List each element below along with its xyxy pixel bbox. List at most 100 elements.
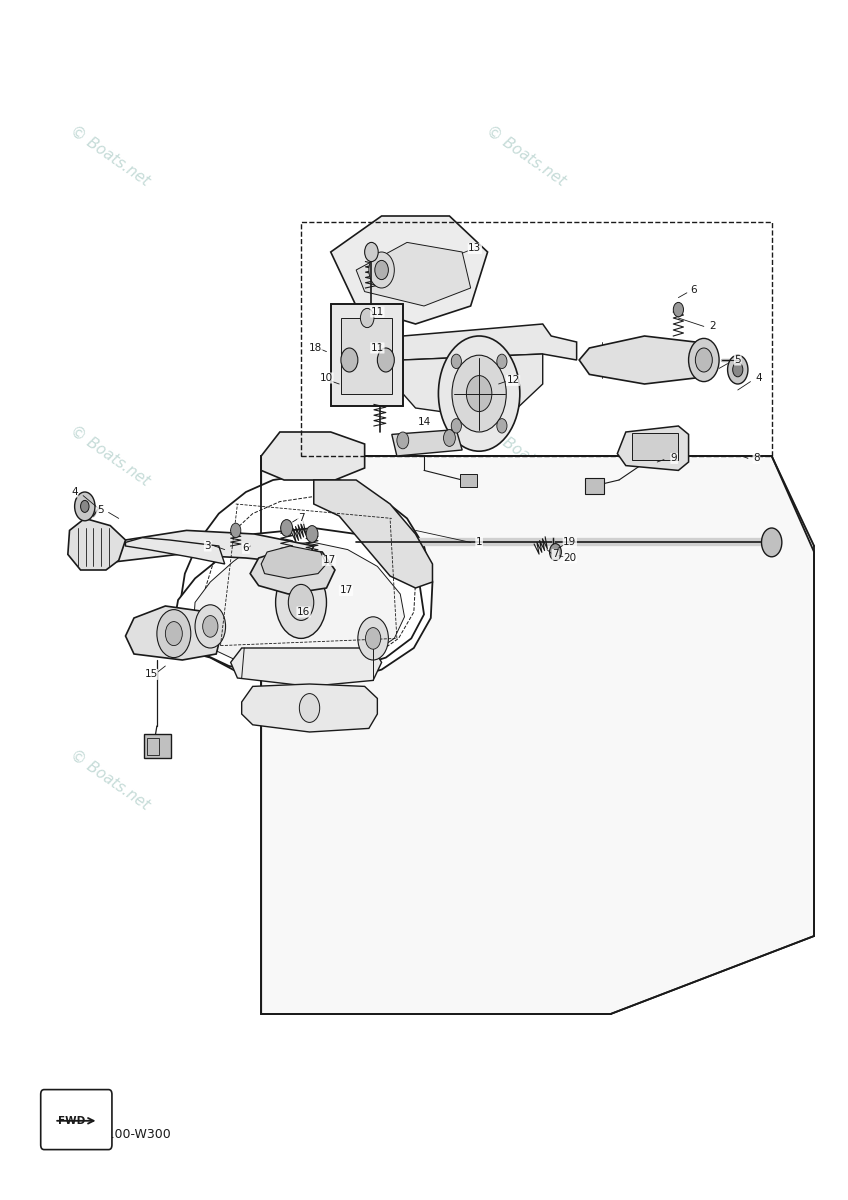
Text: © Boats.net: © Boats.net [68,124,153,188]
Text: 1: 1 [476,538,483,547]
Text: FWD: FWD [59,1116,86,1126]
Polygon shape [460,474,477,487]
FancyBboxPatch shape [41,1090,112,1150]
Circle shape [438,336,520,451]
Polygon shape [261,432,365,480]
Circle shape [231,523,241,538]
Polygon shape [174,528,424,674]
Text: © Boats.net: © Boats.net [68,748,153,812]
Text: 4: 4 [71,487,78,497]
Circle shape [360,308,374,328]
Text: 19: 19 [563,538,577,547]
Polygon shape [392,430,462,456]
Text: 8: 8 [753,454,760,463]
Circle shape [365,628,381,649]
Text: 20: 20 [563,553,577,563]
Circle shape [397,432,409,449]
Circle shape [306,526,318,542]
Circle shape [497,419,507,433]
Text: 4: 4 [756,373,762,383]
Text: 18: 18 [309,343,322,353]
Bar [341,318,392,394]
Text: 3: 3 [204,541,211,551]
Circle shape [451,354,461,368]
Text: 17: 17 [339,586,353,595]
Bar [147,738,159,755]
Polygon shape [242,684,377,732]
Text: 14: 14 [417,418,431,427]
Polygon shape [231,648,382,686]
Circle shape [762,528,782,557]
Text: 7: 7 [552,550,559,559]
Text: © Boats.net: © Boats.net [68,424,153,488]
Polygon shape [261,546,326,578]
Polygon shape [261,456,814,1014]
Text: F6G1100-W300: F6G1100-W300 [75,1128,171,1140]
Text: © Boats.net: © Boats.net [483,748,568,812]
Polygon shape [617,426,689,470]
Bar [301,222,772,456]
Polygon shape [68,518,126,570]
Text: 11: 11 [371,307,384,317]
Text: 2: 2 [709,322,716,331]
Circle shape [689,338,719,382]
Circle shape [75,492,95,521]
Polygon shape [180,475,432,682]
Text: 6: 6 [243,544,249,553]
Text: 11: 11 [371,343,384,353]
Polygon shape [117,530,314,564]
Circle shape [497,354,507,368]
Circle shape [299,694,320,722]
Circle shape [288,584,314,620]
Circle shape [195,605,226,648]
Circle shape [451,419,461,433]
Polygon shape [579,336,704,384]
Circle shape [165,622,182,646]
Polygon shape [193,542,404,670]
Text: © Boats.net: © Boats.net [483,124,568,188]
Circle shape [157,610,191,658]
Bar [632,433,678,460]
Polygon shape [403,354,543,414]
Circle shape [81,500,89,512]
Bar [331,304,403,406]
Circle shape [444,430,455,446]
Text: 15: 15 [144,670,158,679]
Bar [585,478,604,494]
Circle shape [673,302,683,317]
Circle shape [365,242,378,262]
Text: 9: 9 [671,454,678,463]
Circle shape [281,520,293,536]
Text: 13: 13 [468,244,482,253]
Text: 10: 10 [320,373,333,383]
Circle shape [466,376,492,412]
Circle shape [695,348,712,372]
Text: 17: 17 [322,556,336,565]
Circle shape [203,616,218,637]
Polygon shape [356,242,471,306]
Polygon shape [126,606,222,660]
Circle shape [341,348,358,372]
Polygon shape [261,456,814,1014]
Text: 5: 5 [97,505,103,515]
Text: 16: 16 [297,607,310,617]
Text: 6: 6 [690,286,697,295]
Polygon shape [403,324,577,360]
Polygon shape [314,480,432,588]
Text: 7: 7 [298,514,304,523]
Polygon shape [126,538,225,564]
Text: 12: 12 [506,376,520,385]
Polygon shape [331,216,488,324]
Circle shape [452,355,506,432]
Text: © Boats.net: © Boats.net [483,424,568,488]
Circle shape [375,260,388,280]
Circle shape [733,362,743,377]
Bar [144,734,171,758]
Circle shape [358,617,388,660]
Circle shape [550,544,561,560]
Text: 5: 5 [734,355,741,365]
Polygon shape [250,548,335,594]
Circle shape [377,348,394,372]
Circle shape [728,355,748,384]
Circle shape [369,252,394,288]
